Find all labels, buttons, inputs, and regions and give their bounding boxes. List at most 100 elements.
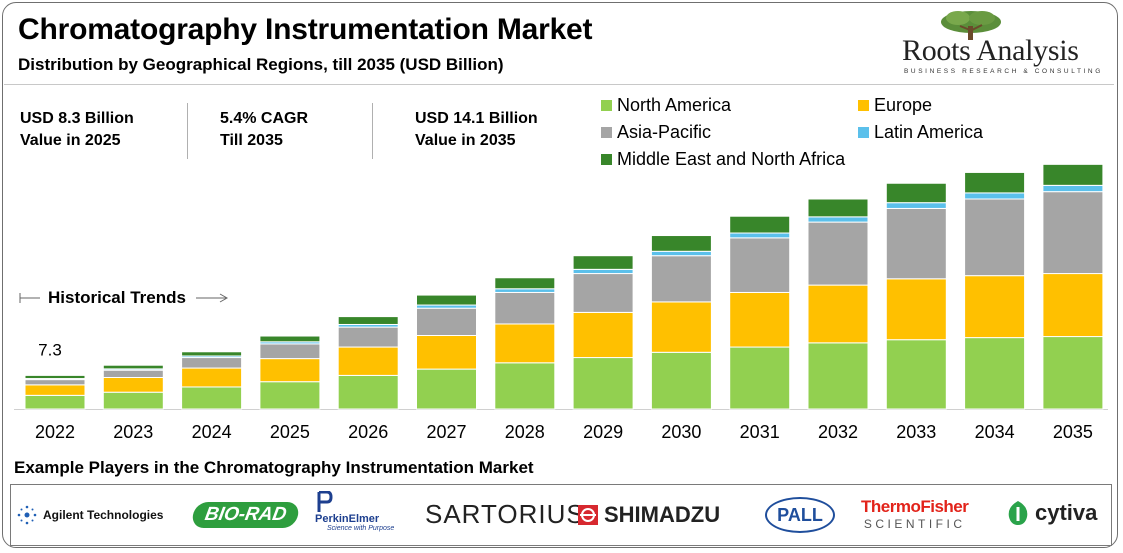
bar-segment-2032-europe [807,284,869,344]
legend-label: Middle East and North Africa [617,149,846,169]
brand-logo: Roots Analysis BUSINESS RESEARCH & CONSU… [896,8,1108,78]
bar-segment-2031-latin-america [729,232,791,239]
bar-segment-2034-latin-america [964,192,1026,200]
pall-label: PALL [777,504,823,525]
biorad-logo: BIO-RAD [190,502,301,528]
bar-segment-2023-middle-east-and-north-africa [102,364,164,370]
shimadzu-logo: SHIMADZU [577,502,720,528]
bar-segment-2024-middle-east-and-north-africa [181,351,243,357]
bar-segment-2024-north-america [181,386,243,410]
shimadzu-label: SHIMADZU [604,502,721,527]
bar-segment-2032-latin-america [807,216,869,223]
bar-segment-2028-latin-america [494,288,556,293]
bar-segment-2033-latin-america [885,202,947,209]
bar-segment-2029-middle-east-and-north-africa [572,255,634,270]
thermofisher-logo: ThermoFisher SCIENTIFIC [861,497,969,531]
bar-segment-2029-north-america [572,357,634,410]
bar-segment-2028-europe [494,323,556,364]
bar-segment-2026-north-america [337,374,399,410]
historical-trends-label: Historical Trends [18,288,230,308]
thermofisher-label: ThermoFisher [861,497,969,516]
bar-segment-2029-europe [572,311,634,359]
agilent-logo: Agilent Technologies [15,503,163,527]
bar-segment-2025-asia-pacific [259,343,321,360]
page-subtitle: Distribution by Geographical Regions, ti… [18,55,504,74]
bar-segment-2025-north-america [259,381,321,410]
bar-segment-2033-asia-pacific [885,207,947,280]
bar-segment-2034-asia-pacific [964,198,1026,277]
sartorius-logo: SARTORIUS [425,499,585,530]
bar-segment-2032-north-america [807,342,869,410]
cytiva-label: cytiva [1035,500,1098,525]
x-tick-label: 2031 [740,422,780,442]
bar-segment-2028-middle-east-and-north-africa [494,277,556,290]
bar-segment-2028-north-america [494,362,556,410]
bracket-left-icon [19,293,40,303]
stat-value-2025: USD 8.3 Billion Value in 2025 [20,110,134,149]
bar-segment-2026-europe [337,346,399,376]
bar-segment-2035-europe [1042,273,1104,338]
bar-segment-2033-middle-east-and-north-africa [885,182,947,204]
bar-segment-2023-asia-pacific [102,369,164,378]
pall-logo: PALL [765,497,835,533]
page-title: Chromatography Instrumentation Market [18,13,593,46]
bar-segment-2031-middle-east-and-north-africa [729,215,791,234]
x-tick-label: 2033 [896,422,936,442]
bar-segment-2025-middle-east-and-north-africa [259,335,321,343]
bar-segment-2032-asia-pacific [807,221,869,286]
bar-segment-2022-europe [24,384,86,396]
players-title: Example Players in the Chromatography In… [14,458,534,477]
shimadzu-mark-icon [578,505,598,525]
agilent-label: Agilent Technologies [43,508,164,522]
perkinelmer-tagline: Science with Purpose [327,525,395,532]
bar-segment-2026-middle-east-and-north-africa [337,316,399,325]
legend-item-asia-pacific: Asia-Pacific [601,122,711,143]
arrow-right-icon [195,293,228,303]
bar-segment-2023-north-america [102,391,164,410]
bar-segment-2035-latin-america [1042,184,1104,193]
cytiva-logo: cytiva [1005,499,1097,527]
bar-segment-2029-latin-america [572,268,634,275]
legend-item-north-america: North America [601,95,731,116]
agilent-spark-icon [17,505,37,525]
bar-segment-2030-middle-east-and-north-africa [650,235,712,252]
x-tick-label: 2026 [348,422,388,442]
legend-swatch [601,154,612,165]
legend-swatch [858,127,869,138]
legend-label: Europe [874,95,933,115]
bar-segment-2031-europe [729,291,791,348]
perkinelmer-mark-icon [317,491,333,512]
x-tick-label: 2035 [1053,422,1093,442]
x-tick-label: 2022 [35,422,75,442]
bar-segment-2035-asia-pacific [1042,191,1104,275]
bar-segment-2034-middle-east-and-north-africa [964,171,1026,194]
bar-segment-2033-north-america [885,339,947,410]
cytiva-mark-icon [1008,501,1028,525]
bar-segment-2022-middle-east-and-north-africa [24,374,86,380]
bar-segment-2028-asia-pacific [494,291,556,325]
legend-swatch [858,100,869,111]
x-tick-label: 2029 [583,422,623,442]
legend-label: North America [617,95,732,115]
bar-segment-2035-middle-east-and-north-africa [1042,163,1104,186]
x-tick-label: 2027 [426,422,466,442]
tree-icon [941,11,1001,40]
biorad-label: BIO-RAD [203,504,289,525]
sartorius-label: SARTORIUS [425,499,585,529]
bar-segment-2027-north-america [416,368,477,410]
legend-item-europe: Europe [858,95,932,116]
bar-segment-2031-asia-pacific [729,237,791,293]
bar-segment-2031-north-america [729,346,791,410]
legend-swatch [601,127,612,138]
brand-tagline: BUSINESS RESEARCH & CONSULTING [904,68,1103,75]
stat-value-2035: USD 14.1 Billion Value in 2035 [415,110,538,149]
x-tick-label: 2032 [818,422,858,442]
bar-segment-2027-europe [416,335,477,370]
stat-divider [372,103,373,159]
brand-name: Roots Analysis [902,34,1079,67]
bar-segment-2034-europe [964,275,1026,339]
header-divider [4,84,1114,85]
perkinelmer-label: PerkinElmer [315,513,380,525]
